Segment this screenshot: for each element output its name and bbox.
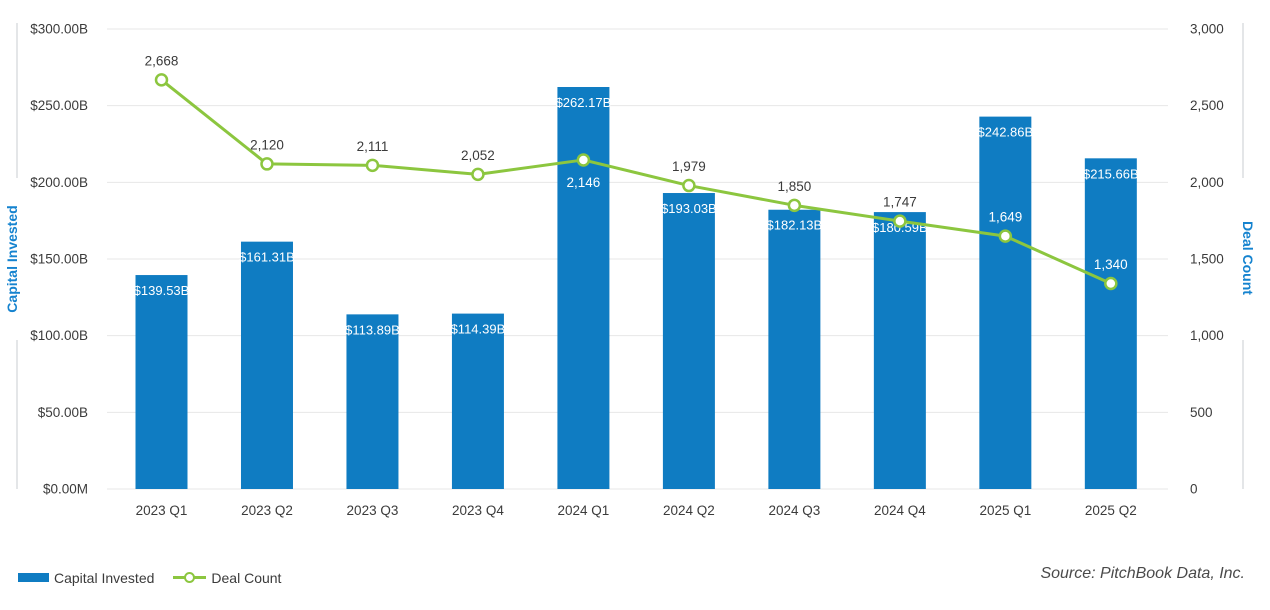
source-attribution: Source: PitchBook Data, Inc.: [1040, 565, 1245, 582]
deal-count-marker: [893, 214, 907, 228]
x-axis-tick: 2023 Q3: [347, 503, 399, 518]
capital-invested-bar: [240, 241, 293, 489]
deal-count-line: [160, 78, 1112, 285]
bar-value-label: $161.31B: [239, 250, 295, 265]
x-axis-tick: 2024 Q2: [663, 503, 715, 518]
deal-count-label: 2,120: [250, 137, 284, 152]
deal-count-marker: [365, 158, 380, 173]
right-axis-title: Deal Count: [1240, 221, 1256, 295]
deal-count-marker: [576, 153, 591, 167]
bar-value-label: $139.53B: [134, 283, 190, 298]
legend-label-deal-count: Deal Count: [211, 569, 282, 586]
y-axis-tick-left: $50.00B: [38, 405, 88, 420]
deal-count-label: 2,668: [145, 53, 179, 68]
capital-invested-bar: [1084, 158, 1137, 489]
deal-count-label: 1,979: [672, 159, 706, 174]
x-axis-tick: 2024 Q4: [874, 503, 926, 518]
chart-legend: Capital Invested Deal Count: [18, 569, 281, 586]
bar-value-label: $182.13B: [767, 218, 823, 233]
deal-count-label: 2,111: [357, 139, 389, 154]
deal-count-marker: [787, 198, 802, 213]
capital-invested-bar: [451, 313, 504, 489]
deal-count-marker: [154, 73, 169, 87]
y-axis-tick-right: 1,500: [1190, 252, 1224, 267]
capital-invested-bar: [979, 116, 1032, 489]
y-axis-tick-left: $200.00B: [30, 175, 88, 190]
capital-invested-bar: [768, 209, 821, 489]
bar-value-label: $242.86B: [978, 125, 1034, 140]
y-axis-tick-right: 500: [1190, 405, 1213, 420]
x-axis-tick: 2023 Q4: [452, 503, 504, 518]
deal-count-line-icon: [173, 572, 207, 583]
capital-invested-bar: [346, 314, 399, 489]
y-axis-tick-left: $150.00B: [30, 252, 88, 267]
deal-count-label: 2,052: [461, 148, 495, 163]
capital-invested-bar: [662, 193, 715, 489]
bar-value-label: $114.39B: [451, 322, 506, 337]
bar-value-label: $113.89B: [345, 322, 400, 337]
y-axis-tick-left: $0.00M: [43, 482, 88, 497]
y-axis-tick-right: 1,000: [1190, 328, 1224, 343]
y-axis-tick-right: 3,000: [1190, 22, 1224, 37]
deal-count-circle-marker-icon: [184, 572, 196, 583]
bar-value-label: $215.66B: [1083, 166, 1139, 181]
x-axis-tick: 2023 Q1: [136, 503, 188, 518]
x-axis-tick: 2024 Q1: [558, 503, 610, 518]
capital-invested-bar: [873, 212, 926, 489]
legend-item-deal-count: Deal Count: [173, 570, 281, 586]
x-axis-tick: 2024 Q3: [768, 503, 820, 518]
deal-count-label: 1,747: [883, 195, 917, 210]
y-axis-tick-left: $250.00B: [30, 98, 88, 113]
bar-value-label: $193.03B: [661, 201, 717, 216]
y-axis-tick-right: 2,000: [1190, 175, 1224, 190]
capital-invested-bar: [135, 275, 188, 489]
deal-count-marker: [682, 178, 696, 193]
deal-count-marker: [998, 229, 1013, 243]
x-axis-tick: 2025 Q2: [1085, 503, 1137, 518]
y-axis-tick-left: $100.00B: [30, 328, 88, 343]
legend-item-capital-invested: Capital Invested: [18, 570, 154, 586]
y-axis-tick-left: $300.00B: [30, 22, 88, 37]
deal-count-marker: [260, 157, 274, 171]
x-axis-tick: 2023 Q2: [241, 503, 293, 518]
legend-label-capital-invested: Capital Invested: [54, 569, 155, 586]
y-axis-tick-right: 0: [1190, 482, 1198, 497]
x-axis-tick: 2025 Q1: [979, 503, 1031, 518]
deal-count-label: 1,649: [988, 210, 1022, 225]
y-axis-tick-right: 2,500: [1190, 98, 1224, 113]
deal-count-label: 1,340: [1094, 257, 1128, 272]
deal-count-label: 2,146: [567, 175, 601, 190]
capital-invested-swatch-icon: [18, 573, 49, 582]
capital-invested-deal-count-combo-chart: $0.00M $50.00B $100.00B $150.00B $200.00B $25…: [4, 22, 1256, 519]
bar-value-label: $262.17B: [556, 95, 612, 110]
left-axis-title: Capital Invested: [4, 205, 20, 312]
deal-count-marker: [471, 167, 485, 182]
deal-count-label: 1,850: [777, 179, 811, 194]
deal-count-marker: [1104, 276, 1118, 291]
capital-invested-bar: [557, 87, 610, 490]
